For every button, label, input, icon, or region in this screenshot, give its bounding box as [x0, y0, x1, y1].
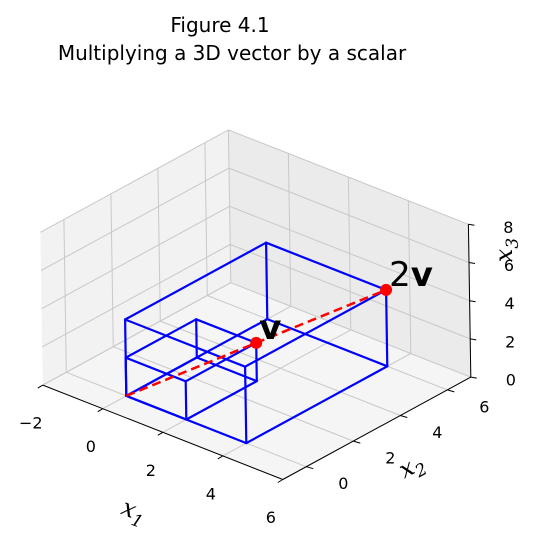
tick-marks — [37, 223, 477, 483]
grid-left-z-0 — [42, 282, 232, 386]
z-tick-4 — [469, 300, 476, 303]
x-tick-label--2: −2 — [19, 414, 43, 433]
y-tick-label-6: 6 — [479, 397, 489, 416]
box-v-edge-10 — [255, 341, 258, 383]
box-2v-edge-6 — [265, 241, 388, 291]
box-2v-edge-4 — [123, 318, 247, 368]
x-tick-4 — [217, 455, 224, 460]
x-tick-label-2: 2 — [146, 461, 156, 480]
box-2v-edge-1 — [245, 365, 389, 445]
point-label-2v: 2v — [389, 255, 433, 295]
y-axis-label: x2 — [394, 448, 431, 489]
box-2v-edge-5 — [244, 288, 388, 368]
x-axis-label: x1 — [116, 493, 151, 533]
x-tick-label-4: 4 — [206, 484, 216, 503]
grid-back-z-2 — [230, 244, 471, 340]
y-tick-label-4: 4 — [432, 423, 442, 442]
box-v-edge-6 — [195, 318, 258, 344]
z-tick-6 — [468, 262, 476, 264]
box-v-edge-4 — [124, 356, 187, 383]
box-2v-edge-8 — [123, 318, 128, 397]
box-v-edge-9 — [184, 380, 188, 421]
grid-back-z-6 — [228, 167, 470, 263]
vector-points: v 2v — [250, 255, 433, 349]
box-2v-edge-7 — [123, 241, 268, 321]
grid-back-z-0 — [230, 282, 471, 378]
z-tick-label-4: 4 — [505, 294, 515, 313]
box-2v-edge-11 — [265, 241, 269, 321]
point-label-v: v — [259, 308, 281, 348]
axis-panes — [40, 129, 471, 480]
y-tick-2 — [353, 440, 361, 444]
z-tick-label-0: 0 — [506, 371, 516, 390]
y-tick-label-2: 2 — [385, 449, 395, 468]
point-2v — [380, 283, 393, 296]
x-tick-0 — [97, 408, 104, 413]
box-2v-edge-2 — [266, 318, 389, 368]
box-2v-edge-3 — [125, 318, 269, 397]
z-axis-label: x3 — [490, 238, 523, 262]
z-tick-2 — [470, 338, 477, 341]
box-v-edge-5 — [184, 341, 258, 383]
box-2v-edge-10 — [385, 288, 389, 368]
grid-back-z-8 — [228, 129, 469, 225]
y-tick-4 — [400, 415, 408, 418]
y-tick-0 — [306, 466, 314, 470]
x-tick--2 — [37, 384, 44, 389]
grid-left-z-8 — [40, 129, 229, 233]
box-v-edge-7 — [124, 318, 198, 359]
x-tick-6 — [277, 479, 284, 483]
grid-floor-y-4 — [160, 320, 401, 416]
grid-left-z-2 — [41, 244, 231, 348]
grid-back-z-4 — [229, 205, 470, 302]
box-v-edge-2 — [195, 356, 258, 383]
point-v — [250, 336, 263, 349]
scaled-boxes — [123, 241, 389, 445]
x-tick-label-0: 0 — [86, 437, 96, 456]
box-2v-edge-9 — [244, 365, 248, 445]
chart-title-line-2: Multiplying a 3D vector by a scalar — [58, 41, 407, 65]
z-tick-0 — [470, 376, 477, 379]
y-axis-line — [282, 376, 472, 480]
z-axis-line — [467, 224, 472, 378]
chart-title-line-1: Figure 4.1 — [170, 13, 269, 37]
grid-left-z-4 — [41, 205, 230, 310]
box-2v-edge-0 — [125, 394, 248, 445]
box-v-edge-11 — [195, 318, 198, 359]
z-tick-label-6: 6 — [504, 256, 514, 275]
y-tick-label-0: 0 — [338, 474, 348, 493]
z-tick-label-2: 2 — [505, 332, 515, 351]
z-tick-8 — [468, 223, 475, 226]
grid-left-z-6 — [40, 167, 230, 271]
x-tick-label-6: 6 — [266, 508, 276, 527]
x-tick-2 — [157, 431, 164, 436]
z-tick-label-8: 8 — [503, 218, 513, 237]
y-tick-6 — [447, 389, 455, 393]
